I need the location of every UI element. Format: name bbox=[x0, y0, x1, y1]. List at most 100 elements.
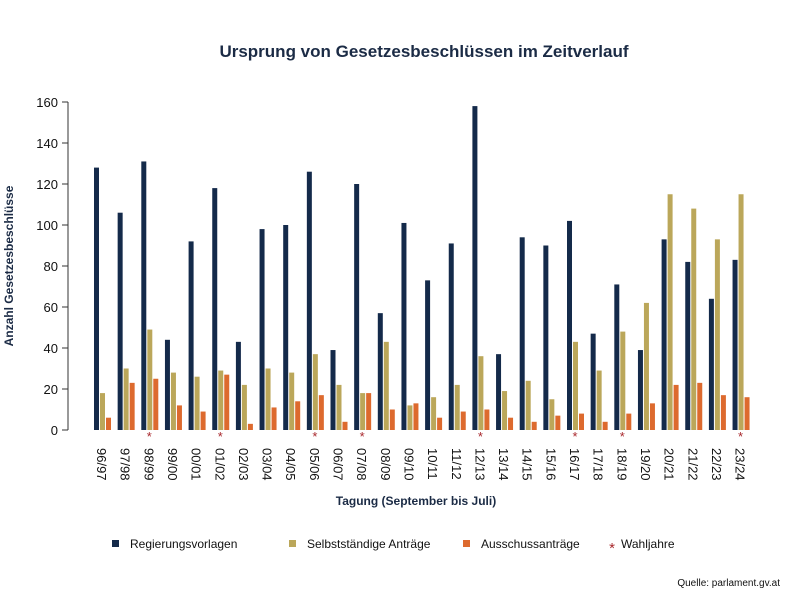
y-tick-label: 0 bbox=[51, 423, 58, 438]
bar-regierungsvorlagen-23-24 bbox=[732, 259, 738, 430]
bar-ausschussantr-ge-03-04 bbox=[271, 407, 277, 430]
x-tick-label: 10/11 bbox=[425, 448, 440, 480]
bar-ausschussantr-ge-05-06 bbox=[318, 395, 324, 430]
bar-regierungsvorlagen-16-17 bbox=[567, 220, 572, 430]
x-tick-label: 01/02 bbox=[212, 448, 227, 481]
election-year-marker: * bbox=[738, 429, 743, 444]
election-year-marker: * bbox=[147, 429, 152, 444]
bar-regierungsvorlagen-06-07 bbox=[330, 350, 336, 430]
bar-ausschussantr-ge-19-20 bbox=[649, 403, 655, 430]
x-tick-label: 07/08 bbox=[354, 448, 369, 481]
bar-ausschussantr-ge-99-00 bbox=[176, 405, 182, 430]
source-note: Quelle: parlament.gv.at bbox=[677, 578, 780, 589]
bar-regierungsvorlagen-99-00 bbox=[164, 339, 170, 430]
bar-ausschussantr-ge-09-10 bbox=[413, 403, 419, 430]
bar-ausschussantr-ge-08-09 bbox=[389, 409, 395, 430]
bar-regierungsvorlagen-05-06 bbox=[306, 171, 312, 430]
bar-regierungsvorlagen-20-21 bbox=[661, 239, 667, 430]
x-tick-label: 97/98 bbox=[118, 448, 133, 481]
election-year-marker: * bbox=[572, 429, 577, 444]
bar-selbstst-ndige-antr-ge-10-11 bbox=[431, 397, 437, 430]
bar-ausschussantr-ge-15-16 bbox=[555, 415, 561, 430]
bar-regierungsvorlagen-19-20 bbox=[637, 350, 643, 430]
x-tick-label: 05/06 bbox=[307, 448, 322, 481]
chart-title: Ursprung von Gesetzesbeschlüssen im Zeit… bbox=[219, 42, 628, 61]
bar-selbstst-ndige-antr-ge-18-19 bbox=[620, 331, 626, 430]
bar-selbstst-ndige-antr-ge-22-23 bbox=[714, 239, 720, 430]
legend-election-marker: * bbox=[609, 540, 615, 557]
bar-selbstst-ndige-antr-ge-07-08 bbox=[360, 393, 366, 430]
bar-ausschussantr-ge-01-02 bbox=[224, 374, 230, 430]
election-year-marker: * bbox=[312, 429, 317, 444]
bar-regierungsvorlagen-98-99 bbox=[141, 161, 147, 430]
x-tick-label: 15/16 bbox=[543, 448, 558, 481]
x-axis: 96/97 97/98 98/99 * 99/00 00/01 01/02 * 02/03 03/… bbox=[94, 429, 748, 481]
bars bbox=[94, 106, 750, 430]
x-tick-label: 98/99 bbox=[141, 448, 156, 481]
x-tick-label: 19/20 bbox=[638, 448, 653, 481]
x-tick-label: 02/03 bbox=[236, 448, 251, 481]
election-year-marker: * bbox=[360, 429, 365, 444]
bar-selbstst-ndige-antr-ge-06-07 bbox=[336, 384, 342, 430]
bar-ausschussantr-ge-18-19 bbox=[626, 413, 632, 430]
bar-regierungsvorlagen-10-11 bbox=[425, 280, 431, 430]
bar-ausschussantr-ge-23-24 bbox=[744, 397, 750, 430]
bar-ausschussantr-ge-11-12 bbox=[460, 411, 466, 430]
bar-regierungsvorlagen-11-12 bbox=[448, 243, 454, 430]
bar-regierungsvorlagen-01-02 bbox=[212, 188, 218, 430]
x-tick-label: 09/10 bbox=[401, 448, 416, 481]
x-tick-label: 11/12 bbox=[449, 448, 464, 480]
legend-label: Regierungsvorlagen bbox=[130, 537, 237, 551]
x-tick-label: 04/05 bbox=[283, 448, 298, 481]
bar-regierungsvorlagen-08-09 bbox=[377, 313, 383, 430]
bar-regierungsvorlagen-21-22 bbox=[685, 261, 691, 430]
x-axis-label: Tagung (September bis Juli) bbox=[336, 494, 496, 508]
x-tick-label: 99/00 bbox=[165, 448, 180, 481]
bar-selbstst-ndige-antr-ge-21-22 bbox=[691, 208, 697, 430]
bar-regierungsvorlagen-00-01 bbox=[188, 241, 194, 430]
x-tick-label: 08/09 bbox=[378, 448, 393, 481]
bar-regierungsvorlagen-07-08 bbox=[354, 184, 360, 430]
bar-selbstst-ndige-antr-ge-17-18 bbox=[596, 370, 602, 430]
bar-selbstst-ndige-antr-ge-09-10 bbox=[407, 405, 413, 430]
legend-label: Wahljahre bbox=[621, 537, 675, 551]
y-tick-label: 20 bbox=[44, 382, 58, 397]
legend-swatch bbox=[463, 540, 470, 547]
x-tick-label: 96/97 bbox=[94, 448, 109, 481]
bar-regierungsvorlagen-17-18 bbox=[590, 333, 596, 430]
bar-regierungsvorlagen-22-23 bbox=[708, 298, 714, 430]
bar-regierungsvorlagen-09-10 bbox=[401, 222, 407, 430]
x-tick-label: 16/17 bbox=[567, 448, 582, 481]
bar-selbstst-ndige-antr-ge-99-00 bbox=[170, 372, 176, 430]
bar-regierungsvorlagen-12-13 bbox=[472, 106, 478, 430]
bar-ausschussantr-ge-00-01 bbox=[200, 411, 206, 430]
bar-ausschussantr-ge-07-08 bbox=[366, 393, 372, 430]
bar-selbstst-ndige-antr-ge-00-01 bbox=[194, 376, 200, 430]
bar-ausschussantr-ge-13-14 bbox=[508, 417, 514, 430]
x-tick-label: 18/19 bbox=[614, 448, 629, 481]
bar-selbstst-ndige-antr-ge-19-20 bbox=[643, 302, 649, 430]
bar-selbstst-ndige-antr-ge-04-05 bbox=[289, 372, 295, 430]
legend-swatch bbox=[112, 540, 119, 547]
x-tick-label: 21/22 bbox=[685, 448, 700, 481]
bar-selbstst-ndige-antr-ge-15-16 bbox=[549, 399, 555, 430]
bar-ausschussantr-ge-96-97 bbox=[106, 417, 111, 430]
y-tick-label: 40 bbox=[44, 341, 58, 356]
y-axis-label: Anzahl Gesetzesbeschlüsse bbox=[2, 185, 16, 346]
election-year-marker: * bbox=[478, 429, 483, 444]
y-tick-label: 100 bbox=[36, 218, 58, 233]
x-tick-label: 12/13 bbox=[472, 448, 487, 481]
bar-ausschussantr-ge-17-18 bbox=[602, 421, 608, 430]
bar-selbstst-ndige-antr-ge-14-15 bbox=[525, 380, 531, 430]
bar-ausschussantr-ge-97-98 bbox=[129, 382, 135, 430]
y-tick-label: 160 bbox=[36, 95, 58, 110]
bar-regierungsvorlagen-03-04 bbox=[259, 229, 265, 430]
bar-regierungsvorlagen-02-03 bbox=[235, 341, 241, 430]
y-axis: 0 20 40 60 80 100 120 140 160 bbox=[36, 95, 69, 438]
x-tick-label: 03/04 bbox=[260, 448, 275, 481]
bar-selbstst-ndige-antr-ge-11-12 bbox=[454, 384, 460, 430]
x-tick-label: 22/23 bbox=[709, 448, 724, 481]
bar-selbstst-ndige-antr-ge-96-97 bbox=[100, 393, 105, 430]
